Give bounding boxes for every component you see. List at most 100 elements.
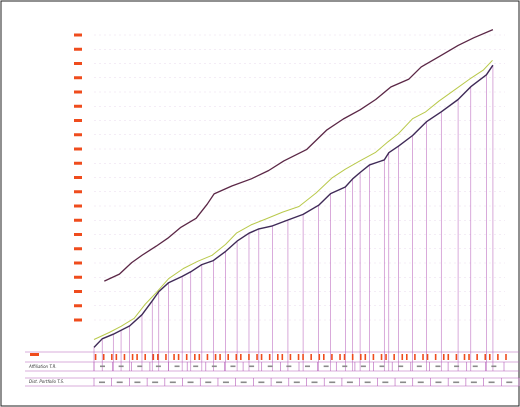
strip-tick	[422, 354, 424, 360]
y-tick-mark	[74, 33, 82, 37]
strip-tick	[289, 354, 292, 360]
y-axis-ticks	[74, 33, 82, 322]
strip-tick	[268, 354, 271, 360]
strip-tick	[351, 354, 354, 360]
y-tick-mark	[74, 133, 82, 137]
strip-row1-label: Affiliation T.R.	[28, 364, 57, 369]
strip-mid-label	[360, 365, 366, 368]
y-tick-mark	[74, 318, 82, 322]
strip-mid-label	[174, 365, 180, 368]
drop-lines	[93, 65, 494, 371]
strip-tick	[505, 354, 507, 360]
strip-tick	[323, 354, 325, 360]
strip-mid-label	[249, 365, 255, 368]
strip-tick	[468, 354, 470, 360]
strip-mid-label	[342, 365, 348, 368]
strip-mid-label	[118, 365, 124, 368]
strip-tick	[260, 354, 263, 360]
strip-bottom-label	[311, 381, 318, 384]
strip-bottom-label	[116, 381, 123, 384]
strip-mid-label	[155, 365, 161, 368]
strip-tick	[359, 354, 362, 360]
strip-tick	[426, 354, 429, 360]
strip-tick	[165, 354, 167, 360]
strip-tick	[318, 354, 321, 360]
strip-mid-label	[100, 365, 105, 368]
strip-mid-label	[211, 365, 217, 368]
strip-tick	[214, 354, 217, 360]
strip-tick	[434, 354, 437, 360]
strip-mid-label	[267, 365, 273, 368]
strip-tick	[240, 354, 242, 360]
strip-bottom-label	[329, 381, 336, 384]
strip-bottom-label	[169, 381, 176, 384]
y-tick-mark	[74, 62, 82, 65]
strip-tick	[343, 354, 346, 360]
strip-mid-label	[286, 365, 292, 368]
series-layer	[93, 29, 494, 348]
strip-mid-label	[472, 365, 478, 368]
strip-bottom-label	[364, 381, 371, 384]
strip-tick	[131, 354, 134, 360]
strip-mid-label	[193, 365, 199, 368]
strip-tick	[405, 354, 408, 360]
y-tick-mark	[74, 304, 82, 308]
strip-bottom-label	[453, 381, 460, 384]
strip-tick	[455, 354, 458, 360]
strip-tick	[302, 354, 304, 360]
y-tick-mark	[74, 47, 82, 51]
strip-tick	[385, 354, 387, 360]
series-line-lower	[93, 64, 494, 348]
strip-tick	[173, 354, 175, 360]
strip-mid-label	[379, 365, 385, 368]
strip-tick	[123, 354, 126, 360]
strip-bottom-label	[488, 381, 495, 384]
y-tick-mark	[74, 90, 82, 94]
strip-mid-label	[305, 365, 310, 368]
strip-tick	[185, 354, 188, 360]
strip-bottom-label	[382, 381, 389, 384]
strip-tick	[219, 354, 221, 360]
y-tick-mark	[74, 190, 82, 194]
y-tick-mark	[74, 204, 82, 208]
strip-tick	[235, 354, 238, 360]
strip-tick	[484, 354, 487, 360]
strip-mid-label	[416, 365, 422, 368]
y-tick-mark	[74, 176, 82, 179]
strip-tick	[331, 354, 333, 360]
y-tick-mark	[74, 275, 82, 279]
strip-tick	[136, 354, 138, 360]
strip-tick	[463, 354, 466, 360]
strip-bottom-label	[240, 381, 247, 384]
strip-mid-label	[435, 365, 441, 368]
strip-tick	[102, 354, 105, 360]
strip-tick	[447, 354, 450, 360]
strip-tick	[144, 354, 147, 360]
y-tick-mark	[74, 161, 82, 165]
strip-tick	[281, 354, 284, 360]
strip-tick	[198, 354, 201, 360]
strip-tick	[339, 354, 341, 360]
strip-tick	[310, 354, 312, 360]
bottom-strip: Affiliation T.R. Dist. Portfolio T.S.	[25, 351, 520, 387]
strip-tick	[372, 354, 375, 360]
strip-mid-label	[323, 365, 329, 368]
strip-tick	[248, 354, 250, 360]
strip-bottom-label	[470, 381, 477, 384]
strip-tick	[401, 354, 404, 360]
y-tick-mark	[74, 233, 82, 236]
strip-tick	[256, 354, 258, 360]
series-line-middle	[93, 59, 493, 340]
strip-tick	[476, 354, 478, 360]
y-tick-mark	[74, 290, 82, 293]
strip-bottom-label	[134, 381, 141, 384]
y-tick-mark	[74, 247, 82, 251]
y-tick-mark	[74, 119, 82, 122]
strip-mid-label	[137, 365, 143, 368]
strip-bottom-label	[400, 381, 407, 384]
strip-bottom-label	[152, 381, 159, 384]
strip-bottom-label	[258, 381, 265, 384]
